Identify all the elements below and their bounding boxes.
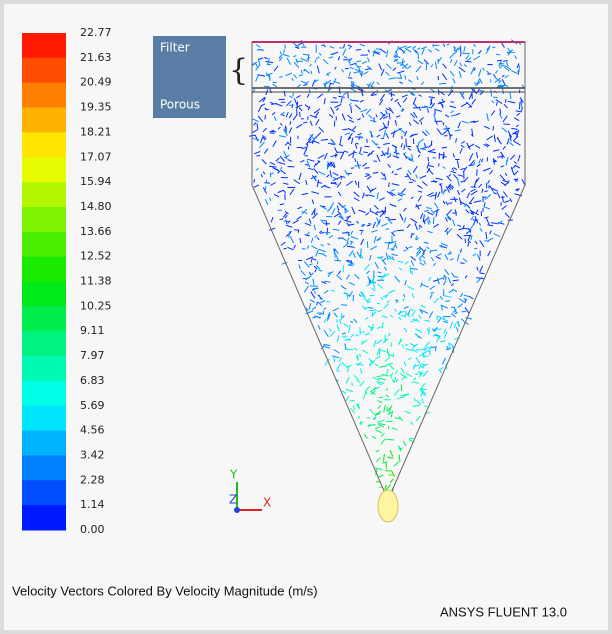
legend-label: 7.97 <box>80 349 105 362</box>
porous-label: Porous <box>160 98 200 112</box>
legend-swatch <box>22 431 66 456</box>
legend-label: 20.49 <box>80 76 112 89</box>
legend-swatch <box>22 356 66 381</box>
fluent-window: 22.77 21.63 20.49 19.35 18.21 17.07 15.94 14.80… <box>0 0 612 634</box>
legend-swatch <box>22 455 66 480</box>
legend-swatch <box>22 306 66 331</box>
triad-x-label: X <box>263 496 271 510</box>
legend-label: 11.38 <box>80 275 112 288</box>
triad-y-label: Y <box>229 468 238 482</box>
legend-swatch <box>22 505 66 530</box>
brace: { <box>229 53 248 88</box>
legend-label: 13.66 <box>80 225 112 238</box>
legend-swatch <box>22 257 66 282</box>
legend-label: 12.52 <box>80 250 112 263</box>
legend-swatch <box>22 83 66 108</box>
outlet <box>378 490 398 522</box>
legend-label: 17.07 <box>80 150 112 163</box>
legend-swatch <box>22 33 66 58</box>
legend-label: 10.25 <box>80 299 112 312</box>
triad-z-label: Z <box>229 493 237 507</box>
legend-label: 4.56 <box>80 424 105 437</box>
legend-label: 0.00 <box>80 523 105 536</box>
legend-label: 5.69 <box>80 399 105 412</box>
legend-swatch <box>22 480 66 505</box>
legend-swatch <box>22 381 66 406</box>
legend-swatch <box>22 406 66 431</box>
legend-label: 3.42 <box>80 448 105 461</box>
legend-swatch <box>22 207 66 232</box>
legend-swatch <box>22 132 66 157</box>
legend-label: 15.94 <box>80 175 112 188</box>
legend-swatch <box>22 58 66 83</box>
legend-swatch <box>22 182 66 207</box>
legend-label: 19.35 <box>80 101 112 114</box>
legend-label: 1.14 <box>80 498 105 511</box>
legend-swatch <box>22 331 66 356</box>
legend-swatch <box>22 232 66 257</box>
legend-swatch <box>22 108 66 133</box>
legend-label: 22.77 <box>80 26 112 39</box>
legend-label: 9.11 <box>80 324 105 337</box>
legend-label: 21.63 <box>80 51 112 64</box>
legend-label: 18.21 <box>80 125 112 138</box>
legend-label: 2.28 <box>80 473 105 486</box>
legend-label: 6.83 <box>80 374 105 387</box>
legend-label: 14.80 <box>80 200 112 213</box>
legend-swatch <box>22 282 66 307</box>
viewport <box>4 4 608 630</box>
caption: Velocity Vectors Colored By Velocity Mag… <box>12 583 318 598</box>
triad-z <box>234 507 240 513</box>
filter-label: Filter <box>160 41 190 55</box>
legend-swatch <box>22 157 66 182</box>
software-label: ANSYS FLUENT 13.0 <box>440 604 567 619</box>
